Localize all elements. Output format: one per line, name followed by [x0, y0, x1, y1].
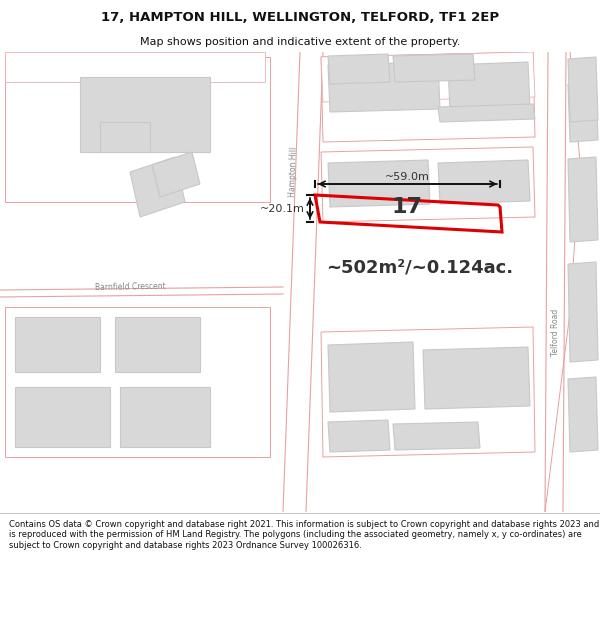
Polygon shape	[5, 57, 270, 202]
Text: ~502m²/~0.124ac.: ~502m²/~0.124ac.	[326, 258, 514, 276]
Polygon shape	[568, 57, 598, 122]
Polygon shape	[568, 82, 598, 142]
Polygon shape	[393, 54, 475, 82]
Polygon shape	[100, 122, 150, 152]
Polygon shape	[80, 77, 210, 152]
Polygon shape	[115, 317, 200, 372]
Text: Map shows position and indicative extent of the property.: Map shows position and indicative extent…	[140, 38, 460, 48]
Text: ~20.1m: ~20.1m	[260, 204, 305, 214]
Polygon shape	[5, 307, 270, 457]
Text: Contains OS data © Crown copyright and database right 2021. This information is : Contains OS data © Crown copyright and d…	[9, 520, 599, 550]
Polygon shape	[423, 347, 530, 409]
Polygon shape	[568, 262, 598, 362]
Polygon shape	[321, 147, 535, 222]
Polygon shape	[438, 160, 530, 204]
Polygon shape	[321, 52, 535, 102]
Text: 17: 17	[392, 197, 422, 217]
Text: ~59.0m: ~59.0m	[385, 172, 430, 182]
Polygon shape	[545, 52, 566, 512]
Polygon shape	[0, 287, 283, 297]
Polygon shape	[321, 52, 535, 142]
Polygon shape	[15, 387, 110, 447]
Polygon shape	[321, 327, 535, 457]
Polygon shape	[152, 152, 200, 197]
Polygon shape	[438, 104, 535, 122]
Polygon shape	[448, 62, 530, 112]
Polygon shape	[283, 52, 323, 512]
Polygon shape	[568, 157, 598, 242]
Polygon shape	[5, 52, 265, 82]
Polygon shape	[328, 420, 390, 452]
Polygon shape	[393, 422, 480, 450]
Polygon shape	[130, 157, 185, 217]
Polygon shape	[15, 317, 100, 372]
Polygon shape	[328, 160, 430, 207]
Polygon shape	[328, 62, 440, 112]
Polygon shape	[568, 377, 598, 452]
Polygon shape	[328, 54, 390, 84]
Text: Barnfield Crescent: Barnfield Crescent	[95, 282, 166, 292]
Text: Hampton Hill: Hampton Hill	[287, 147, 298, 198]
Polygon shape	[120, 387, 210, 447]
Text: 17, HAMPTON HILL, WELLINGTON, TELFORD, TF1 2EP: 17, HAMPTON HILL, WELLINGTON, TELFORD, T…	[101, 11, 499, 24]
Polygon shape	[328, 342, 415, 412]
Text: Telford Road: Telford Road	[551, 308, 560, 356]
